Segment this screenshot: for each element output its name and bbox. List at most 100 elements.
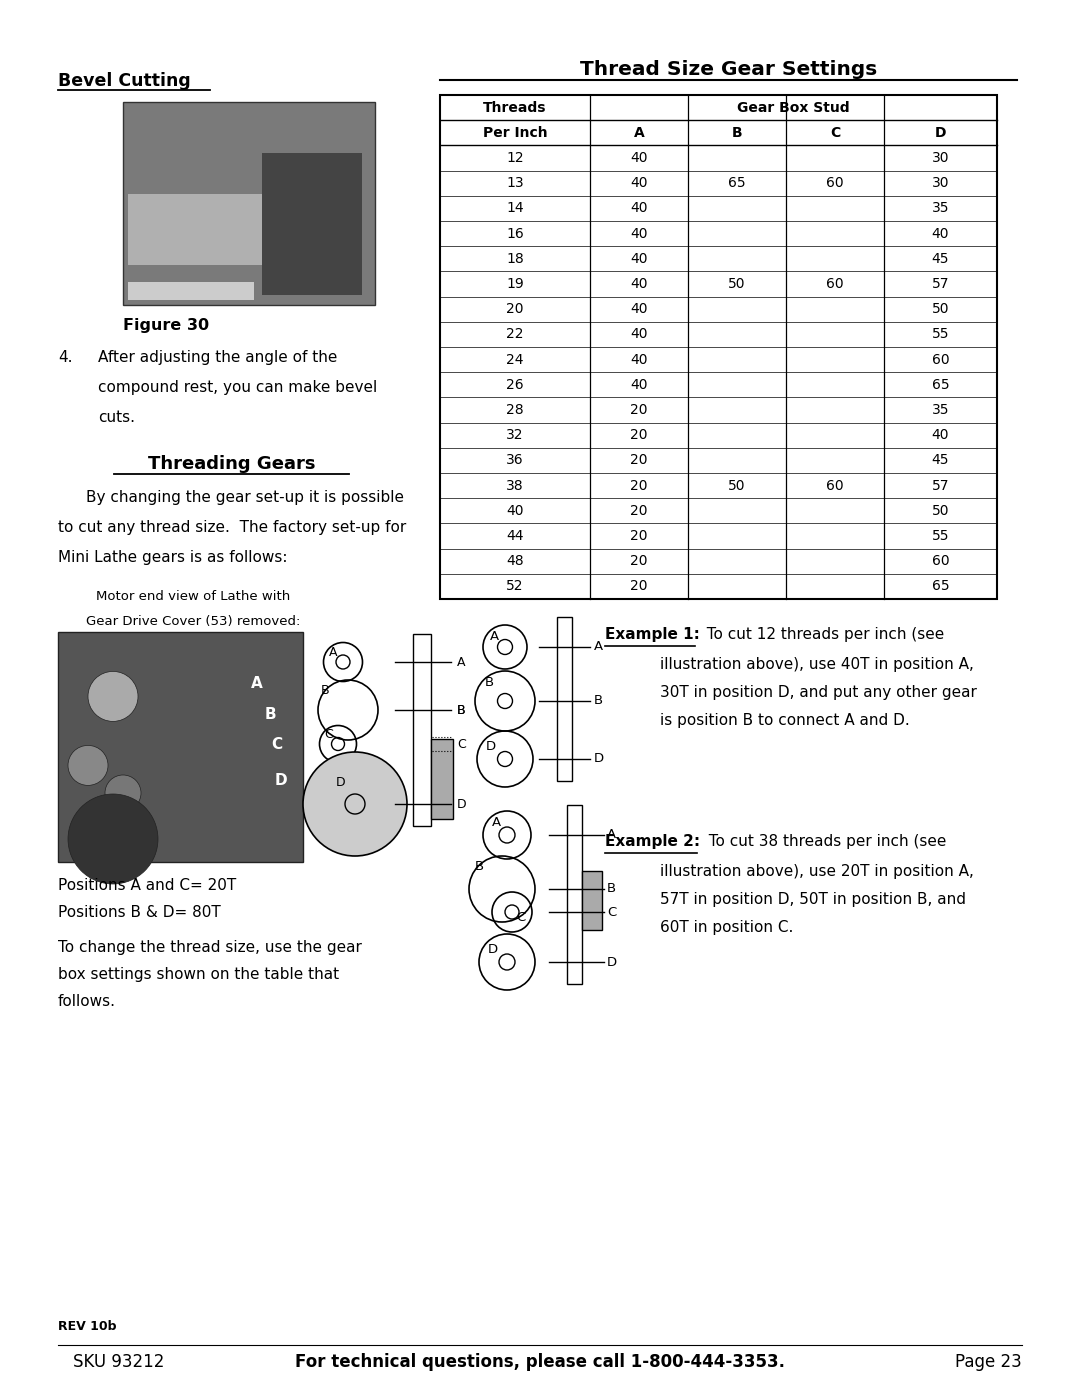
Text: 60: 60 xyxy=(932,555,949,569)
Text: A: A xyxy=(607,828,616,841)
Text: 16: 16 xyxy=(507,226,524,240)
Text: 55: 55 xyxy=(932,529,949,543)
Bar xyxy=(582,870,602,930)
Text: 40: 40 xyxy=(631,251,648,265)
Circle shape xyxy=(105,775,141,812)
Text: A: A xyxy=(489,630,499,644)
Text: 40: 40 xyxy=(631,277,648,291)
Text: 20: 20 xyxy=(631,555,648,569)
Text: B: B xyxy=(321,683,329,697)
Text: 60: 60 xyxy=(826,277,843,291)
Text: 20: 20 xyxy=(631,479,648,493)
Text: cuts.: cuts. xyxy=(98,409,135,425)
Text: A: A xyxy=(328,645,337,658)
Text: 28: 28 xyxy=(507,402,524,416)
Text: 45: 45 xyxy=(932,454,949,468)
Text: C: C xyxy=(516,911,526,925)
Text: D: D xyxy=(488,943,498,957)
Text: 50: 50 xyxy=(728,479,746,493)
Text: 60: 60 xyxy=(932,352,949,366)
Text: 14: 14 xyxy=(507,201,524,215)
Text: C: C xyxy=(607,905,617,918)
Text: 40: 40 xyxy=(932,226,949,240)
Text: box settings shown on the table that: box settings shown on the table that xyxy=(58,967,339,982)
Text: 57T in position D, 50T in position B, and: 57T in position D, 50T in position B, an… xyxy=(660,893,966,907)
Text: To cut 12 threads per inch (see: To cut 12 threads per inch (see xyxy=(697,627,944,643)
Text: 4.: 4. xyxy=(58,351,72,365)
Circle shape xyxy=(303,752,407,856)
Text: SKU 93212: SKU 93212 xyxy=(73,1354,164,1370)
Text: D: D xyxy=(336,775,346,788)
Text: D: D xyxy=(594,753,604,766)
Text: 36: 36 xyxy=(507,454,524,468)
Text: 35: 35 xyxy=(932,402,949,416)
Bar xyxy=(123,102,375,305)
Text: B: B xyxy=(594,694,603,707)
Text: Gear Box Stud: Gear Box Stud xyxy=(738,101,850,115)
Text: 12: 12 xyxy=(507,151,524,165)
Text: 13: 13 xyxy=(507,176,524,190)
Text: 57: 57 xyxy=(932,479,949,493)
Text: B: B xyxy=(485,676,494,690)
Text: 26: 26 xyxy=(507,377,524,391)
Text: 24: 24 xyxy=(507,352,524,366)
Text: 40: 40 xyxy=(631,377,648,391)
Bar xyxy=(440,95,997,599)
Text: 65: 65 xyxy=(932,580,949,594)
Text: Page 23: Page 23 xyxy=(955,1354,1022,1370)
Text: Positions B & D= 80T: Positions B & D= 80T xyxy=(58,905,220,921)
Text: Gear Drive Cover (53) removed:: Gear Drive Cover (53) removed: xyxy=(85,615,300,629)
Text: 50: 50 xyxy=(932,302,949,316)
Text: 40: 40 xyxy=(631,327,648,341)
Text: 20: 20 xyxy=(631,402,648,416)
Text: is position B to connect A and D.: is position B to connect A and D. xyxy=(660,712,909,728)
Text: 30: 30 xyxy=(932,176,949,190)
Text: 60T in position C.: 60T in position C. xyxy=(660,921,794,935)
Bar xyxy=(129,282,254,300)
Text: B: B xyxy=(457,704,465,717)
Bar xyxy=(567,805,582,983)
Text: 20: 20 xyxy=(631,429,648,443)
Text: A: A xyxy=(457,655,465,669)
Text: After adjusting the angle of the: After adjusting the angle of the xyxy=(98,351,337,365)
Text: Figure 30: Figure 30 xyxy=(123,319,210,332)
Text: 52: 52 xyxy=(507,580,524,594)
Text: B: B xyxy=(265,707,276,721)
Text: 40: 40 xyxy=(631,352,648,366)
Text: 40: 40 xyxy=(631,176,648,190)
Text: B: B xyxy=(731,126,742,140)
Text: to cut any thread size.  The factory set-up for: to cut any thread size. The factory set-… xyxy=(58,520,406,535)
Text: D: D xyxy=(607,956,617,968)
Text: D: D xyxy=(457,798,467,810)
Text: 20: 20 xyxy=(631,504,648,518)
Text: 30: 30 xyxy=(932,151,949,165)
Text: follows.: follows. xyxy=(58,995,116,1009)
Bar xyxy=(413,634,431,826)
Text: Threading Gears: Threading Gears xyxy=(148,455,315,474)
Text: A: A xyxy=(251,676,262,692)
Text: A: A xyxy=(634,126,645,140)
Text: 44: 44 xyxy=(507,529,524,543)
Bar xyxy=(129,194,267,265)
Text: 30T in position D, and put any other gear: 30T in position D, and put any other gea… xyxy=(660,685,977,700)
Text: 60: 60 xyxy=(826,479,843,493)
Text: 20: 20 xyxy=(631,529,648,543)
Text: 65: 65 xyxy=(932,377,949,391)
Text: Example 1:: Example 1: xyxy=(605,627,700,643)
Text: 32: 32 xyxy=(507,429,524,443)
Text: C: C xyxy=(271,736,282,752)
Text: To cut 38 threads per inch (see: To cut 38 threads per inch (see xyxy=(699,834,946,849)
Text: C: C xyxy=(325,728,334,740)
Text: Per Inch: Per Inch xyxy=(483,126,548,140)
Text: 35: 35 xyxy=(932,201,949,215)
Text: 40: 40 xyxy=(631,226,648,240)
Text: 57: 57 xyxy=(932,277,949,291)
Text: 38: 38 xyxy=(507,479,524,493)
Text: illustration above), use 40T in position A,: illustration above), use 40T in position… xyxy=(660,657,974,672)
Text: Mini Lathe gears is as follows:: Mini Lathe gears is as follows: xyxy=(58,550,287,564)
Text: Bevel Cutting: Bevel Cutting xyxy=(58,73,191,89)
Text: 48: 48 xyxy=(507,555,524,569)
Text: A: A xyxy=(594,640,603,654)
Bar xyxy=(58,631,303,862)
Text: 40: 40 xyxy=(932,429,949,443)
